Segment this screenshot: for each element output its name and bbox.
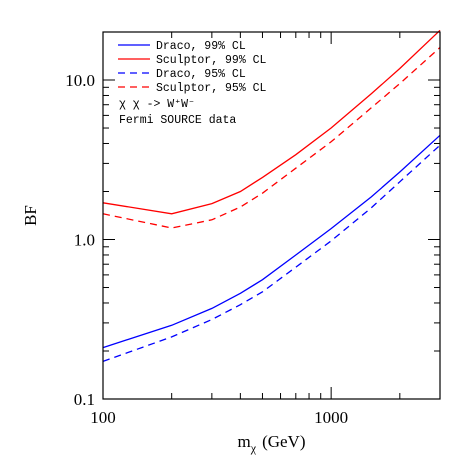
x-tick-label: 100: [90, 408, 116, 427]
y-tick-label: 1.0: [74, 231, 95, 250]
y-tick-label: 10.0: [65, 71, 95, 90]
series-line: [102, 29, 441, 215]
annotation-text: χ χ -> W⁺W⁻: [119, 98, 195, 111]
series-line: [102, 47, 441, 229]
legend-label: Sculptor, 95% CL: [156, 82, 267, 95]
x-tick-label: 1000: [314, 408, 348, 427]
tick-label-layer: 100 1000 0.1 1.0 10.0: [65, 71, 348, 427]
series-line: [102, 144, 441, 363]
legend-label: Draco, 99% CL: [156, 40, 246, 53]
plot-frame: [102, 31, 441, 400]
legend-label: Sculptor, 99% CL: [156, 54, 267, 67]
annotation-text: Fermi SOURCE data: [119, 114, 236, 127]
legend-label: Draco, 95% CL: [156, 68, 246, 81]
series-layer: [102, 29, 441, 363]
x-axis-title: mχ (GeV): [238, 432, 306, 455]
y-axis-title: BF: [21, 205, 40, 226]
y-tick-label: 0.1: [74, 390, 95, 409]
series-line: [102, 134, 441, 349]
